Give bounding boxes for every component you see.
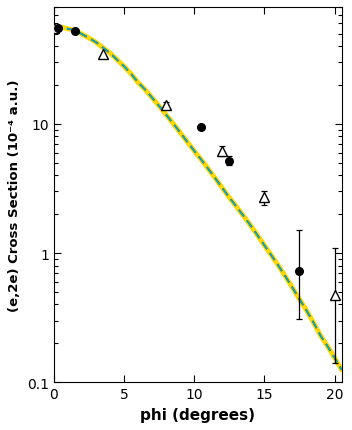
X-axis label: phi (degrees): phi (degrees) bbox=[140, 407, 255, 422]
Y-axis label: (e,2e) Cross Section (10⁻⁴ a.u.): (e,2e) Cross Section (10⁻⁴ a.u.) bbox=[8, 80, 21, 311]
